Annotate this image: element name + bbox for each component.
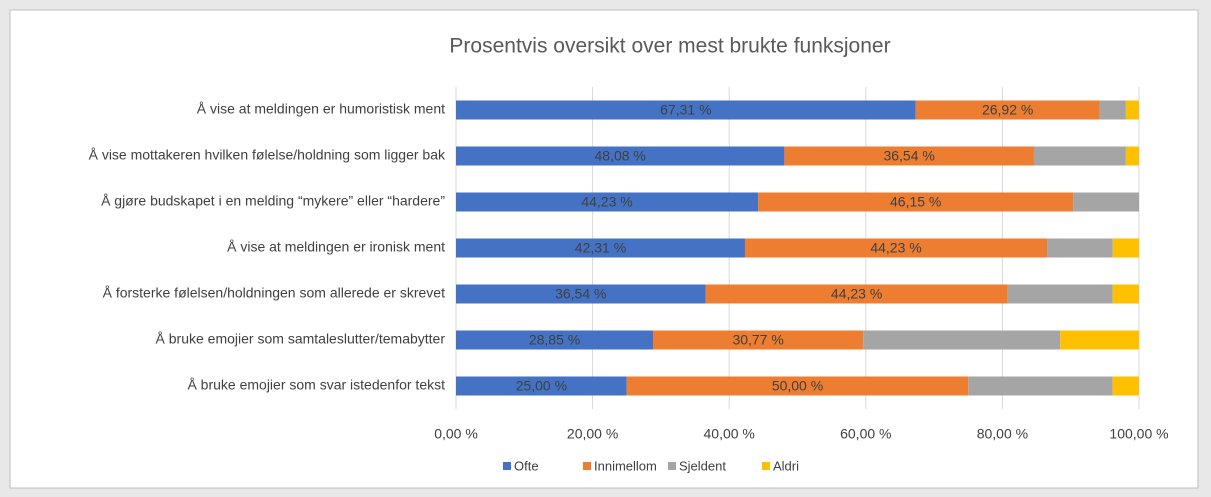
bar-segment <box>626 376 969 396</box>
bar-segment <box>705 284 1008 304</box>
y-tick-label: Å vise at meldingen er humoristisk ment <box>197 101 445 117</box>
bar-segment <box>456 376 627 396</box>
chart-title: Prosentvis oversikt over mest brukte fun… <box>449 35 890 58</box>
y-tick-label: Å bruke emojier som svar istedenfor teks… <box>187 377 445 393</box>
data-label: 42,31 % <box>575 240 626 256</box>
bar-segment <box>744 238 1048 258</box>
bar-segment <box>1073 192 1139 212</box>
legend-swatch <box>583 462 591 470</box>
bar-segment <box>456 284 706 304</box>
x-tick-label: 100,00 % <box>1109 426 1168 442</box>
legend-label: Sjeldent <box>679 458 726 473</box>
data-label: 36,54 % <box>883 148 934 164</box>
x-tick-label: 0,00 % <box>434 426 478 442</box>
y-tick-label: Å forsterke følelsen/holdningen som alle… <box>103 285 446 301</box>
x-tick-label: 60,00 % <box>840 426 891 442</box>
data-label: 44,23 % <box>581 194 632 210</box>
x-tick-label: 80,00 % <box>977 426 1028 442</box>
x-tick-label: 40,00 % <box>704 426 755 442</box>
data-label: 28,85 % <box>529 332 580 348</box>
bar-segment <box>1125 146 1139 166</box>
data-label: 26,92 % <box>982 102 1033 118</box>
bar-segment <box>456 100 916 120</box>
bar-segment <box>1099 100 1126 120</box>
bar-segment <box>1112 238 1140 258</box>
bar-segment <box>456 146 785 166</box>
data-label: 67,31 % <box>660 102 711 118</box>
legend-label: Aldri <box>773 458 799 473</box>
bar-segment <box>1047 238 1113 258</box>
bar-segment <box>653 330 864 350</box>
bar-segment <box>456 192 759 212</box>
bar-segment <box>758 192 1074 212</box>
bar-segment <box>1060 330 1140 350</box>
bar-segment <box>784 146 1034 166</box>
legend-swatch <box>762 462 770 470</box>
y-tick-label: Å bruke emojier som samtaleslutter/temab… <box>156 331 446 347</box>
bar-segment <box>456 330 654 350</box>
bar-segment <box>863 330 1061 350</box>
y-tick-label: Å vise mottakeren hvilken følelse/holdni… <box>89 147 446 163</box>
legend-swatch <box>503 462 511 470</box>
bar-segment <box>1125 100 1139 120</box>
data-label: 25,00 % <box>516 378 567 394</box>
data-label: 44,23 % <box>870 240 921 256</box>
data-label: 36,54 % <box>555 286 606 302</box>
bar-segment <box>1033 146 1126 166</box>
data-label: 30,77 % <box>732 332 783 348</box>
bar-segment <box>915 100 1100 120</box>
bar-segment <box>968 376 1113 396</box>
bar-segment <box>456 238 745 258</box>
x-tick-label: 20,00 % <box>567 426 618 442</box>
y-tick-label: Å gjøre budskapet i en melding “mykere” … <box>101 193 445 209</box>
y-tick-label: Å vise at meldingen er ironisk ment <box>227 239 445 255</box>
legend-swatch <box>668 462 676 470</box>
bar-segment <box>1112 284 1139 304</box>
legend-label: Ofte <box>514 458 539 473</box>
data-label: 48,08 % <box>595 148 646 164</box>
data-label: 46,15 % <box>890 194 941 210</box>
data-label: 50,00 % <box>772 378 823 394</box>
data-label: 44,23 % <box>831 286 882 302</box>
legend-label: Innimellom <box>594 458 657 473</box>
bar-segment <box>1007 284 1113 304</box>
bar-segment <box>1112 376 1139 396</box>
